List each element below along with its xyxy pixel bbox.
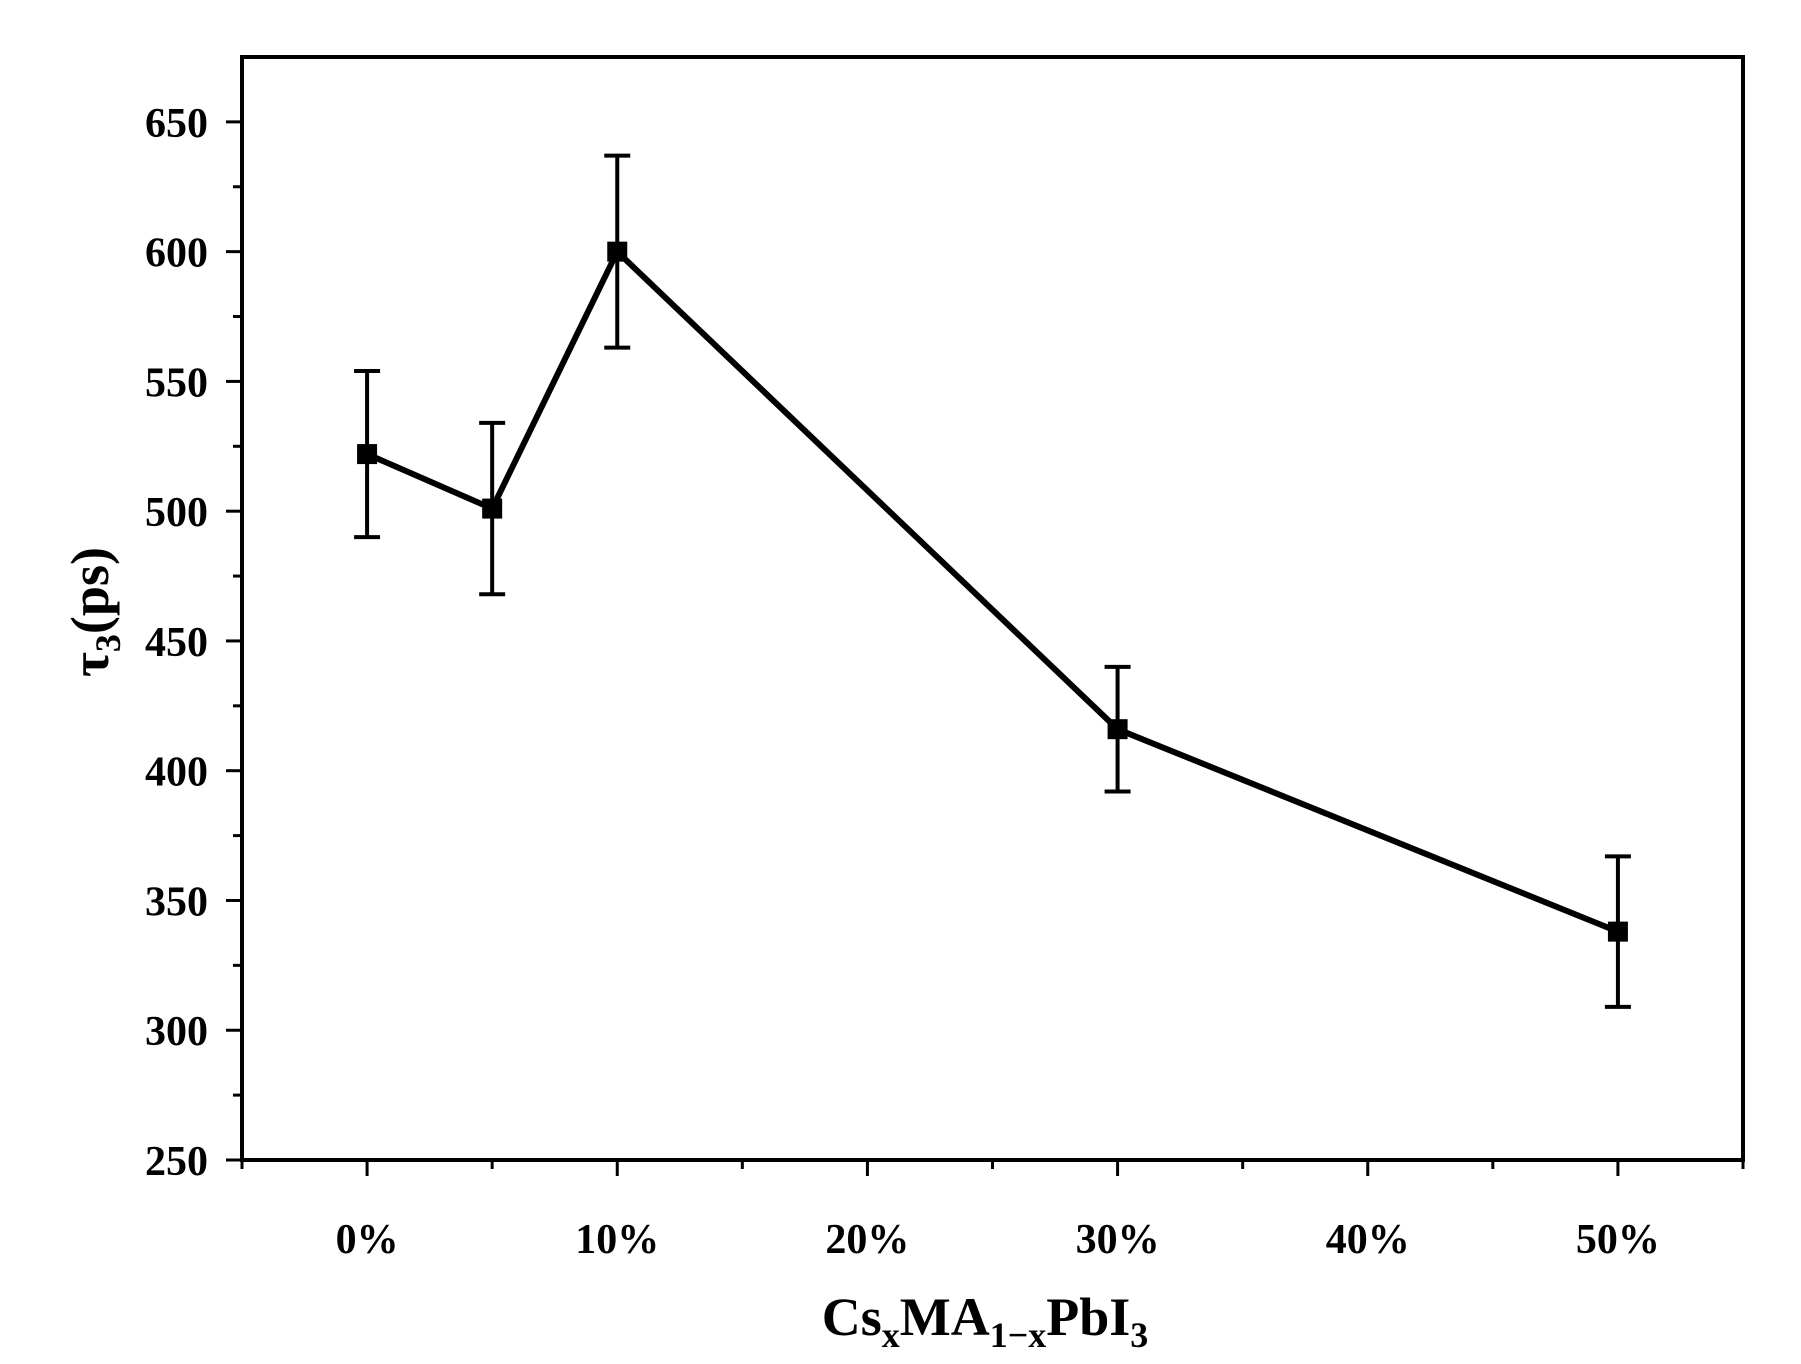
x-axis-title: CsxMA1−xPbI3 (822, 1287, 1149, 1355)
y-tick-label: 300 (145, 1009, 208, 1055)
x-title-sub-2: 1−x (990, 1315, 1047, 1355)
x-tick-label: 0% (336, 1217, 399, 1263)
x-title-sub-1: x (882, 1315, 900, 1355)
y-tick-label: 600 (145, 231, 208, 277)
tick-labels: 0% 10% 20% 30% 40% 50% 250 300 350 400 450 500 550 60… (145, 101, 1660, 1263)
plot-frame (240, 55, 1745, 1162)
y-title-sub-1: 3 (88, 634, 128, 652)
x-tick-label: 10% (575, 1217, 659, 1263)
data-point (357, 444, 378, 465)
y-tick-label: 250 (145, 1139, 208, 1185)
y-axis-title: τ3(ps) (60, 547, 128, 677)
x-title-base-2: MA (900, 1287, 990, 1347)
y-tick-label: 650 (145, 101, 208, 147)
y-tick-label: 550 (145, 360, 208, 406)
data-point (1107, 719, 1128, 740)
x-tick-label: 20% (825, 1217, 909, 1263)
x-title-base-3: PbI (1046, 1287, 1130, 1347)
x-tick-label: 40% (1326, 1217, 1410, 1263)
y-title-base-1: τ (60, 652, 120, 677)
data-point (482, 498, 503, 519)
major-ticks (226, 120, 1620, 1176)
y-tick-label: 500 (145, 490, 208, 536)
x-tick-label: 50% (1576, 1217, 1660, 1263)
series-line (365, 248, 1620, 935)
data-point (1607, 921, 1628, 942)
x-title-sub-3: 3 (1130, 1315, 1148, 1355)
x-tick-label: 30% (1076, 1217, 1160, 1263)
minor-ticks (233, 185, 1745, 1169)
data-point (607, 241, 628, 262)
y-title-base-2: (ps) (60, 547, 120, 634)
series-layer (354, 153, 1631, 1009)
x-title-base-1: Cs (822, 1287, 882, 1347)
y-tick-label: 400 (145, 750, 208, 796)
y-tick-label: 450 (145, 620, 208, 666)
y-tick-label: 350 (145, 879, 208, 925)
